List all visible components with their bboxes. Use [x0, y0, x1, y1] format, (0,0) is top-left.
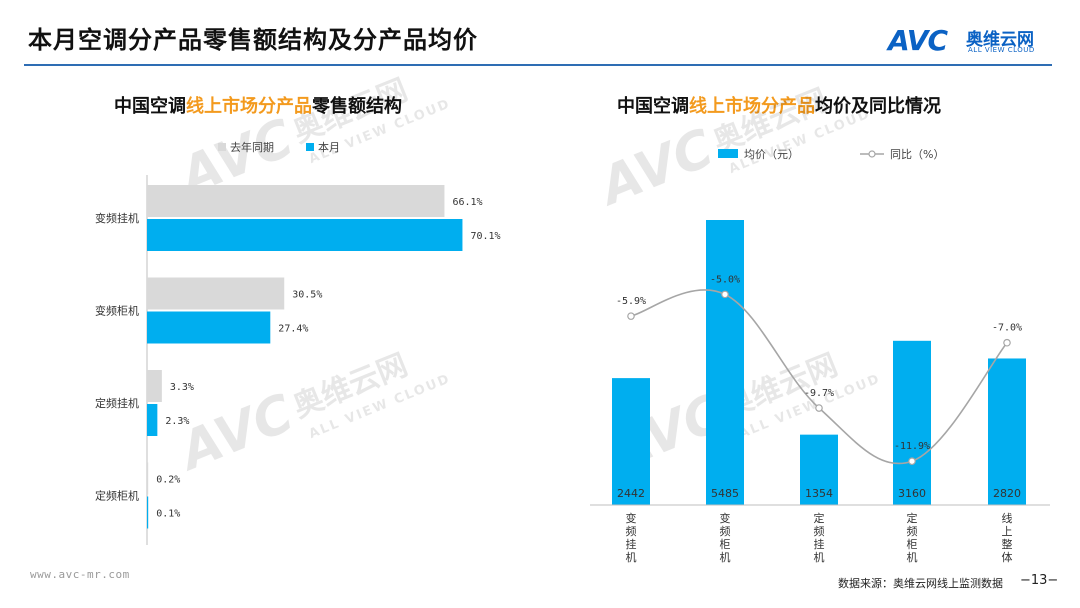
category-label: 定频柜机: [907, 511, 918, 564]
category-label: 定频挂机: [814, 511, 825, 564]
category-label: 定频柜机: [95, 489, 139, 503]
bar: [706, 220, 744, 505]
bar-value-label: 2820: [993, 487, 1021, 500]
yoy-label: -7.0%: [992, 323, 1022, 334]
title-rule: [24, 64, 1052, 66]
bar: [147, 311, 271, 344]
bar-value-label: 1354: [805, 487, 833, 500]
yoy-label: -9.7%: [804, 388, 834, 399]
bar: [147, 277, 285, 310]
data-label: 70.1%: [470, 231, 500, 242]
bar: [147, 462, 149, 495]
bar-value-label: 3160: [898, 487, 926, 500]
category-label: 变频柜机: [95, 304, 139, 318]
yoy-point: [1003, 338, 1011, 347]
bar: [988, 358, 1026, 505]
left-title-pre: 中国空调: [114, 96, 186, 117]
legend-marker: [868, 150, 876, 158]
left-title-post: 零售额结构: [312, 96, 402, 117]
logo: AVC 奥维云网 ALL VIEW CLOUD: [888, 24, 1058, 60]
right-title-highlight: 线上市场分产品: [689, 96, 815, 117]
data-label: 66.1%: [452, 197, 482, 208]
right-title-pre: 中国空调: [617, 96, 689, 117]
logo-mark: AVC: [888, 24, 948, 57]
data-label: 3.3%: [170, 382, 194, 393]
yoy-point: [815, 404, 823, 412]
legend-swatch: [218, 143, 226, 151]
legend-label: 本月: [318, 140, 340, 154]
legend-swatch: [306, 143, 314, 151]
page-number: −13−: [1020, 573, 1059, 588]
yoy-point: [721, 290, 729, 299]
right-chart-title: 中国空调线上市场分产品均价及同比情况: [617, 92, 941, 118]
category-label: 变频挂机: [95, 211, 139, 225]
category-label: 线上整体: [1002, 511, 1013, 564]
data-label: 27.4%: [278, 324, 308, 335]
bar-value-label: 5485: [711, 487, 739, 500]
yoy-point: [908, 457, 916, 466]
right-title-post: 均价及同比情况: [815, 96, 941, 117]
category-label: 变频柜机: [720, 511, 731, 564]
legend-swatch: [718, 149, 738, 158]
bar: [147, 370, 162, 402]
yoy-point: [627, 312, 635, 320]
category-label: 定频挂机: [95, 396, 139, 410]
data-label: 30.5%: [292, 290, 322, 301]
yoy-label: -5.9%: [616, 296, 646, 307]
bar: [147, 185, 445, 217]
page-title: 本月空调分产品零售额结构及分产品均价: [28, 26, 478, 54]
bar: [612, 378, 650, 505]
footer-url[interactable]: www.avc-mr.com: [30, 568, 130, 581]
bar: [800, 434, 838, 505]
data-label: 2.3%: [165, 416, 189, 427]
data-label: 0.2%: [156, 475, 180, 486]
logo-en: ALL VIEW CLOUD: [968, 46, 1035, 54]
legend-label: 同比（%）: [890, 148, 944, 161]
bar-value-label: 2442: [617, 487, 645, 500]
logo-cn: 奥维云网: [966, 30, 1034, 50]
footer-source: 数据来源：奥维云网线上监测数据: [838, 577, 1003, 590]
yoy-label: -11.9%: [894, 441, 930, 452]
legend-label: 去年同期: [230, 140, 274, 154]
bar: [893, 340, 931, 505]
legend-label: 均价（元）: [744, 148, 799, 161]
category-label: 变频挂机: [626, 511, 637, 564]
bar: [147, 404, 158, 436]
yoy-label: -5.0%: [710, 274, 740, 285]
bar: [147, 219, 463, 251]
bar: [147, 496, 149, 529]
left-title-highlight: 线上市场分产品: [186, 96, 312, 117]
left-chart-title: 中国空调线上市场分产品零售额结构: [114, 92, 402, 118]
data-label: 0.1%: [156, 509, 180, 520]
